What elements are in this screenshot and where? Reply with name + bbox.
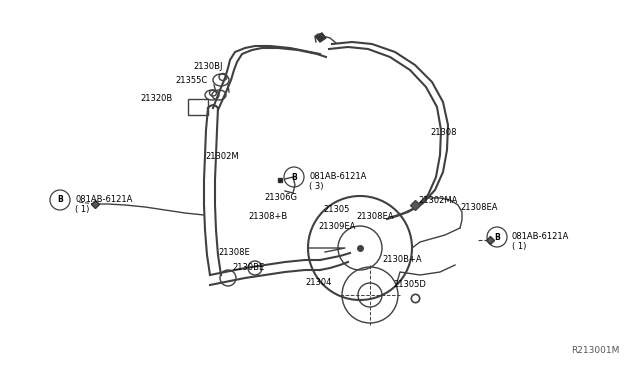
Text: 081AB-6121A: 081AB-6121A <box>512 232 570 241</box>
Text: 081AB-6121A: 081AB-6121A <box>309 172 366 181</box>
Text: 2130BE: 2130BE <box>232 263 264 272</box>
Text: B: B <box>494 232 500 241</box>
Text: B: B <box>57 196 63 205</box>
Text: ( 1): ( 1) <box>512 242 526 251</box>
Text: 21308+B: 21308+B <box>248 212 287 221</box>
Text: 21306G: 21306G <box>264 193 297 202</box>
Text: 21308: 21308 <box>430 128 456 137</box>
Text: B: B <box>291 173 297 182</box>
Text: ( 3): ( 3) <box>309 182 323 191</box>
Text: 21308EA: 21308EA <box>460 203 497 212</box>
Text: 21302MA: 21302MA <box>418 196 458 205</box>
Text: 21320B: 21320B <box>140 94 172 103</box>
Text: R213001M: R213001M <box>572 346 620 355</box>
Text: 2130B+A: 2130B+A <box>382 255 422 264</box>
Text: 2130BJ: 2130BJ <box>193 62 223 71</box>
Text: 21305D: 21305D <box>393 280 426 289</box>
Text: 21308EA: 21308EA <box>356 212 394 221</box>
Text: ( 1): ( 1) <box>75 205 90 214</box>
Text: 21308E: 21308E <box>218 248 250 257</box>
Text: 21355C: 21355C <box>175 76 207 85</box>
Text: 21302M: 21302M <box>205 152 239 161</box>
FancyBboxPatch shape <box>188 99 208 115</box>
Text: 21305: 21305 <box>323 205 349 214</box>
Text: 081AB-6121A: 081AB-6121A <box>75 195 132 204</box>
Text: 21309EA: 21309EA <box>318 222 355 231</box>
Polygon shape <box>315 33 326 42</box>
Text: 21304: 21304 <box>305 278 332 287</box>
